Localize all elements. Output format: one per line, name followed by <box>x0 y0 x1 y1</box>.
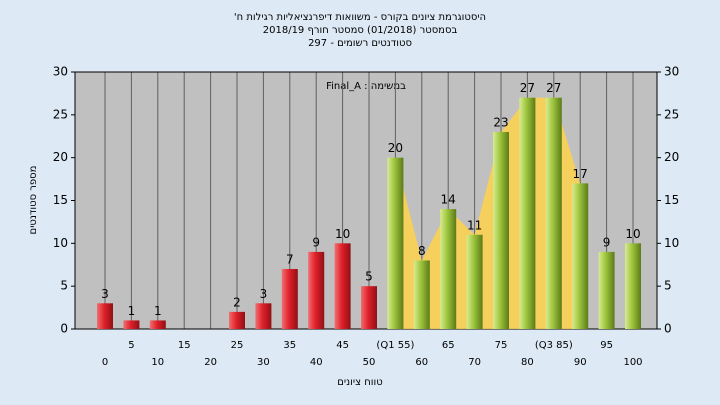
x-tick-label: 60 <box>415 357 428 368</box>
value-label: 9 <box>312 235 320 249</box>
x-tick-label: 0 <box>102 357 108 368</box>
value-label: 1 <box>154 304 162 318</box>
value-label: 9 <box>603 235 611 249</box>
x-tick-label: 50 <box>363 357 376 368</box>
x-tick-label: 100 <box>623 357 642 368</box>
bar <box>598 251 615 329</box>
x-tick-label: 70 <box>468 357 481 368</box>
x-tick-label: 80 <box>521 357 534 368</box>
y2-tick-label: 25 <box>664 107 679 121</box>
bar <box>281 269 298 329</box>
y-tick-label: 25 <box>53 107 68 121</box>
value-label: 17 <box>573 167 588 181</box>
value-label: 20 <box>388 141 403 155</box>
x-tick-label: 40 <box>310 357 323 368</box>
y-axis-label: מספר סטודנטים <box>28 166 39 235</box>
value-label: 3 <box>260 287 268 301</box>
y-tick-label: 15 <box>53 193 68 207</box>
y-tick-label: 10 <box>53 236 68 250</box>
y2-tick-label: 30 <box>664 65 679 79</box>
x-tick-label: 45 <box>336 340 349 351</box>
x-axis-label: טווח ציונים <box>337 377 382 388</box>
x-tick-label: (Q1 55) <box>376 340 414 351</box>
bar <box>440 209 457 329</box>
y-tick-label: 5 <box>60 279 68 293</box>
value-label: 8 <box>418 244 426 258</box>
bar <box>466 234 483 329</box>
bar <box>308 251 325 329</box>
x-tick-label: 65 <box>442 340 455 351</box>
x-tick-label: 90 <box>574 357 587 368</box>
bar <box>149 320 166 329</box>
bar <box>229 311 245 329</box>
x-tick-label: 30 <box>257 357 270 368</box>
value-label: 5 <box>365 270 373 284</box>
bar <box>545 97 562 329</box>
bar <box>361 286 377 329</box>
x-tick-label: 75 <box>495 340 508 351</box>
value-label: 27 <box>546 81 561 95</box>
chart-subtitle: סטודנטים רשומים - 297 <box>308 38 412 49</box>
bar <box>97 303 113 329</box>
y2-tick-label: 10 <box>664 236 679 250</box>
x-tick-label: 15 <box>178 340 191 351</box>
y-tick-label: 20 <box>53 150 68 164</box>
y2-tick-label: 15 <box>664 193 679 207</box>
value-label: 10 <box>625 227 640 241</box>
x-tick-label: 20 <box>204 357 217 368</box>
bar <box>123 320 140 329</box>
y2-tick-label: 5 <box>664 279 672 293</box>
x-tick-label: 5 <box>128 340 134 351</box>
value-label: 2 <box>233 295 241 309</box>
value-label: 27 <box>520 81 535 95</box>
chart-title: היסטוגרמת ציונים בקורס - משוואות דיפרנצי… <box>234 12 486 23</box>
y-tick-label: 30 <box>53 65 68 79</box>
bar <box>493 131 509 329</box>
bar <box>572 183 589 329</box>
value-label: 23 <box>493 115 508 129</box>
chart-subtitle: בסמסטר (01/2018) סמסטר חורף 2018/19 <box>263 25 458 36</box>
value-label: 3 <box>101 287 109 301</box>
x-tick-label: 25 <box>231 340 244 351</box>
value-label: 1 <box>128 304 136 318</box>
x-tick-label: 35 <box>283 340 296 351</box>
bar <box>387 157 404 329</box>
y2-tick-label: 20 <box>664 150 679 164</box>
y-tick-label: 0 <box>60 322 68 336</box>
bar <box>413 260 430 329</box>
bar <box>625 243 641 329</box>
bar <box>519 97 536 329</box>
value-label: 11 <box>467 218 482 232</box>
x-tick-label: 10 <box>151 357 164 368</box>
value-label: 14 <box>441 193 456 207</box>
bar <box>255 303 272 329</box>
annotation: במשימה : Final_A <box>326 81 406 92</box>
value-label: 7 <box>286 253 294 267</box>
y2-tick-label: 0 <box>664 322 672 336</box>
value-label: 10 <box>335 227 350 241</box>
bar <box>334 243 351 329</box>
x-tick-label: 95 <box>600 340 613 351</box>
x-tick-label: (Q3 85) <box>535 340 573 351</box>
